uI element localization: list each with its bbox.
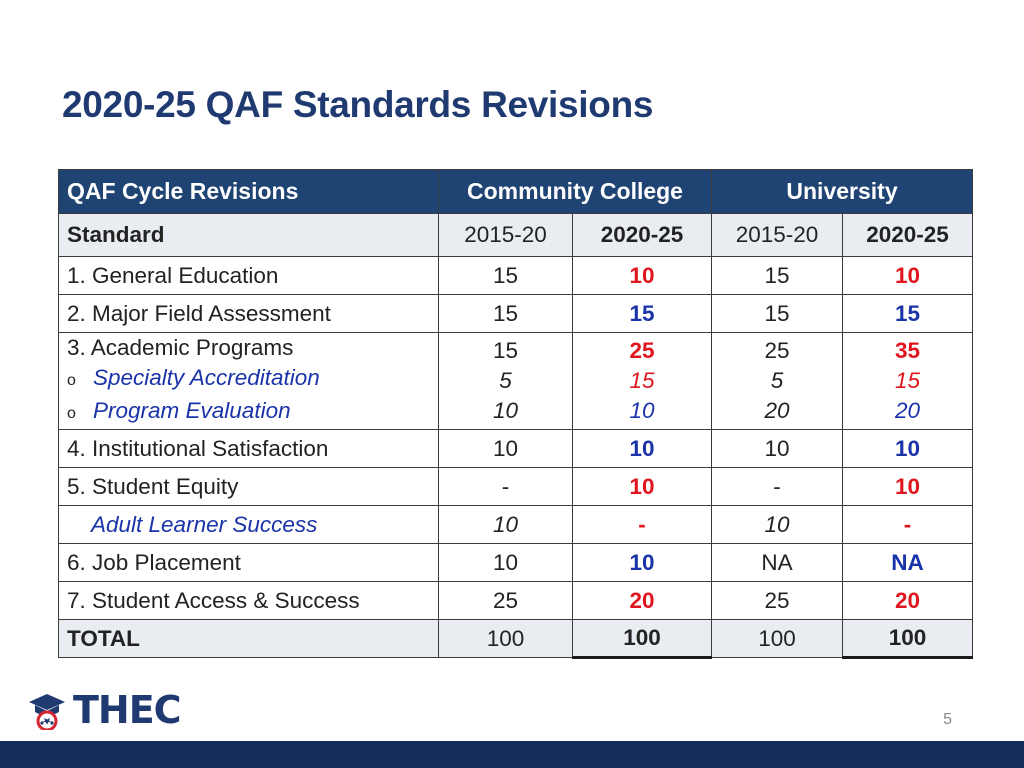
cc-2015-20-value: 15 xyxy=(438,294,573,333)
u-2015-20-value: 15 xyxy=(711,256,843,295)
qaf-standards-table: QAF Cycle Revisions Community College Un… xyxy=(58,169,973,659)
u-2020-25-sub-value: 15 xyxy=(894,368,921,393)
cc-2020-25-value: 10 xyxy=(572,429,712,468)
cc-2015-20-value: 15 xyxy=(438,256,573,295)
u-2020-25-total: 100 xyxy=(842,619,973,659)
table-header-row: QAF Cycle Revisions Community College Un… xyxy=(58,169,973,214)
row-label: 3. Academic Programs xyxy=(67,335,294,360)
header-qaf-cycle: QAF Cycle Revisions xyxy=(58,169,439,214)
page-title: 2020-25 QAF Standards Revisions xyxy=(62,84,654,125)
cc-2020-25-total: 100 xyxy=(572,619,712,659)
cc-2015-20-value: 15 xyxy=(492,338,519,363)
u-2015-20-value: 15 xyxy=(711,294,843,333)
logo-text: THEC xyxy=(73,688,182,732)
row-label: 4. Institutional Satisfaction xyxy=(58,429,439,468)
footer-bar xyxy=(0,741,1024,768)
cc-2020-25-value: 15 xyxy=(572,294,712,333)
subheader-cc-2015-20: 2015-20 xyxy=(438,213,573,257)
table-row: 4. Institutional Satisfaction 10 10 10 1… xyxy=(58,429,973,468)
total-label: TOTAL xyxy=(58,619,439,658)
u-2015-20-value: 10 xyxy=(711,505,843,544)
table-row: 7. Student Access & Success 25 20 25 20 xyxy=(58,581,973,620)
u-2015-20-value: 25 xyxy=(764,338,790,363)
cc-2020-25-value: 10 xyxy=(572,543,712,582)
u-2015-20-value: NA xyxy=(711,543,843,582)
subheader-u-2020-25: 2020-25 xyxy=(842,213,973,257)
cc-2015-20-sub-value: 10 xyxy=(492,398,519,423)
row-label: 6. Job Placement xyxy=(58,543,439,582)
cc-2015-20-value: 25 xyxy=(438,581,573,620)
row-label-group: 3. Academic Programs o Specialty Accredit… xyxy=(58,332,439,430)
u-2015-20-total: 100 xyxy=(711,619,843,658)
cc-2020-25-sub-value: 15 xyxy=(629,368,655,393)
bullet-marker: o xyxy=(67,372,76,389)
sub-item-label: Adult Learner Success xyxy=(91,511,318,537)
u-2015-20-sub-value: 5 xyxy=(770,368,784,393)
row-label: 1. General Education xyxy=(58,256,439,295)
cc-2020-25-value: 10 xyxy=(572,467,712,506)
u-2015-20-value-group: 25 5 20 xyxy=(711,332,843,430)
cc-2020-25-value: 25 xyxy=(629,338,655,363)
u-2015-20-sub-value: 20 xyxy=(764,398,790,423)
table-row: Adult Learner Success 10 - 10 - xyxy=(58,505,973,544)
table-subheader-row: Standard 2015-20 2020-25 2015-20 2020-25 xyxy=(58,213,973,257)
table-total-row: TOTAL 100 100 100 100 xyxy=(58,619,973,659)
header-community-college: Community College xyxy=(438,169,712,214)
cc-2015-20-value: 10 xyxy=(438,429,573,468)
table-row: 6. Job Placement 10 10 NA NA xyxy=(58,543,973,582)
u-2015-20-value: - xyxy=(711,467,843,506)
subheader-standard: Standard xyxy=(58,213,439,257)
cc-2020-25-value: 20 xyxy=(572,581,712,620)
cc-2015-20-value: - xyxy=(438,467,573,506)
u-2020-25-value: 20 xyxy=(842,581,973,620)
subheader-cc-2020-25: 2020-25 xyxy=(572,213,712,257)
cc-2020-25-value-group: 25 15 10 xyxy=(572,332,712,430)
subheader-u-2015-20: 2015-20 xyxy=(711,213,843,257)
row-label: Adult Learner Success xyxy=(58,505,439,544)
row-label: 7. Student Access & Success xyxy=(58,581,439,620)
u-2020-25-value: 10 xyxy=(842,256,973,295)
bullet-marker: o xyxy=(67,405,76,422)
u-2020-25-value: 15 xyxy=(842,294,973,333)
graduation-cap-icon xyxy=(29,694,65,730)
sub-item-label: Program Evaluation xyxy=(93,398,291,423)
cc-2015-20-value: 10 xyxy=(438,505,573,544)
u-2020-25-value: 10 xyxy=(842,429,973,468)
u-2015-20-value: 10 xyxy=(711,429,843,468)
table-row: 3. Academic Programs o Specialty Accredit… xyxy=(58,332,973,430)
u-2020-25-value: NA xyxy=(842,543,973,582)
sub-item-label: Specialty Accreditation xyxy=(93,365,320,390)
cc-2015-20-sub-value: 5 xyxy=(499,368,512,393)
cc-2020-25-value: 10 xyxy=(572,256,712,295)
thec-logo: THEC xyxy=(27,688,207,732)
row-label: 5. Student Equity xyxy=(58,467,439,506)
cc-2015-20-value-group: 15 5 10 xyxy=(438,332,573,430)
cc-2015-20-total: 100 xyxy=(438,619,573,658)
u-2020-25-value: 10 xyxy=(842,467,973,506)
cc-2020-25-value: - xyxy=(572,505,712,544)
cc-2020-25-sub-value: 10 xyxy=(629,398,655,423)
cc-2015-20-value: 10 xyxy=(438,543,573,582)
u-2020-25-value: - xyxy=(842,505,973,544)
page-number: 5 xyxy=(943,711,952,728)
row-label: 2. Major Field Assessment xyxy=(58,294,439,333)
header-university: University xyxy=(711,169,973,214)
u-2020-25-value: 35 xyxy=(894,338,921,363)
table-row: 1. General Education 15 10 15 10 xyxy=(58,256,973,295)
u-2020-25-value-group: 35 15 20 xyxy=(842,332,973,430)
table-row: 2. Major Field Assessment 15 15 15 15 xyxy=(58,294,973,333)
table-row: 5. Student Equity - 10 - 10 xyxy=(58,467,973,506)
u-2020-25-sub-value: 20 xyxy=(894,398,921,423)
u-2015-20-value: 25 xyxy=(711,581,843,620)
